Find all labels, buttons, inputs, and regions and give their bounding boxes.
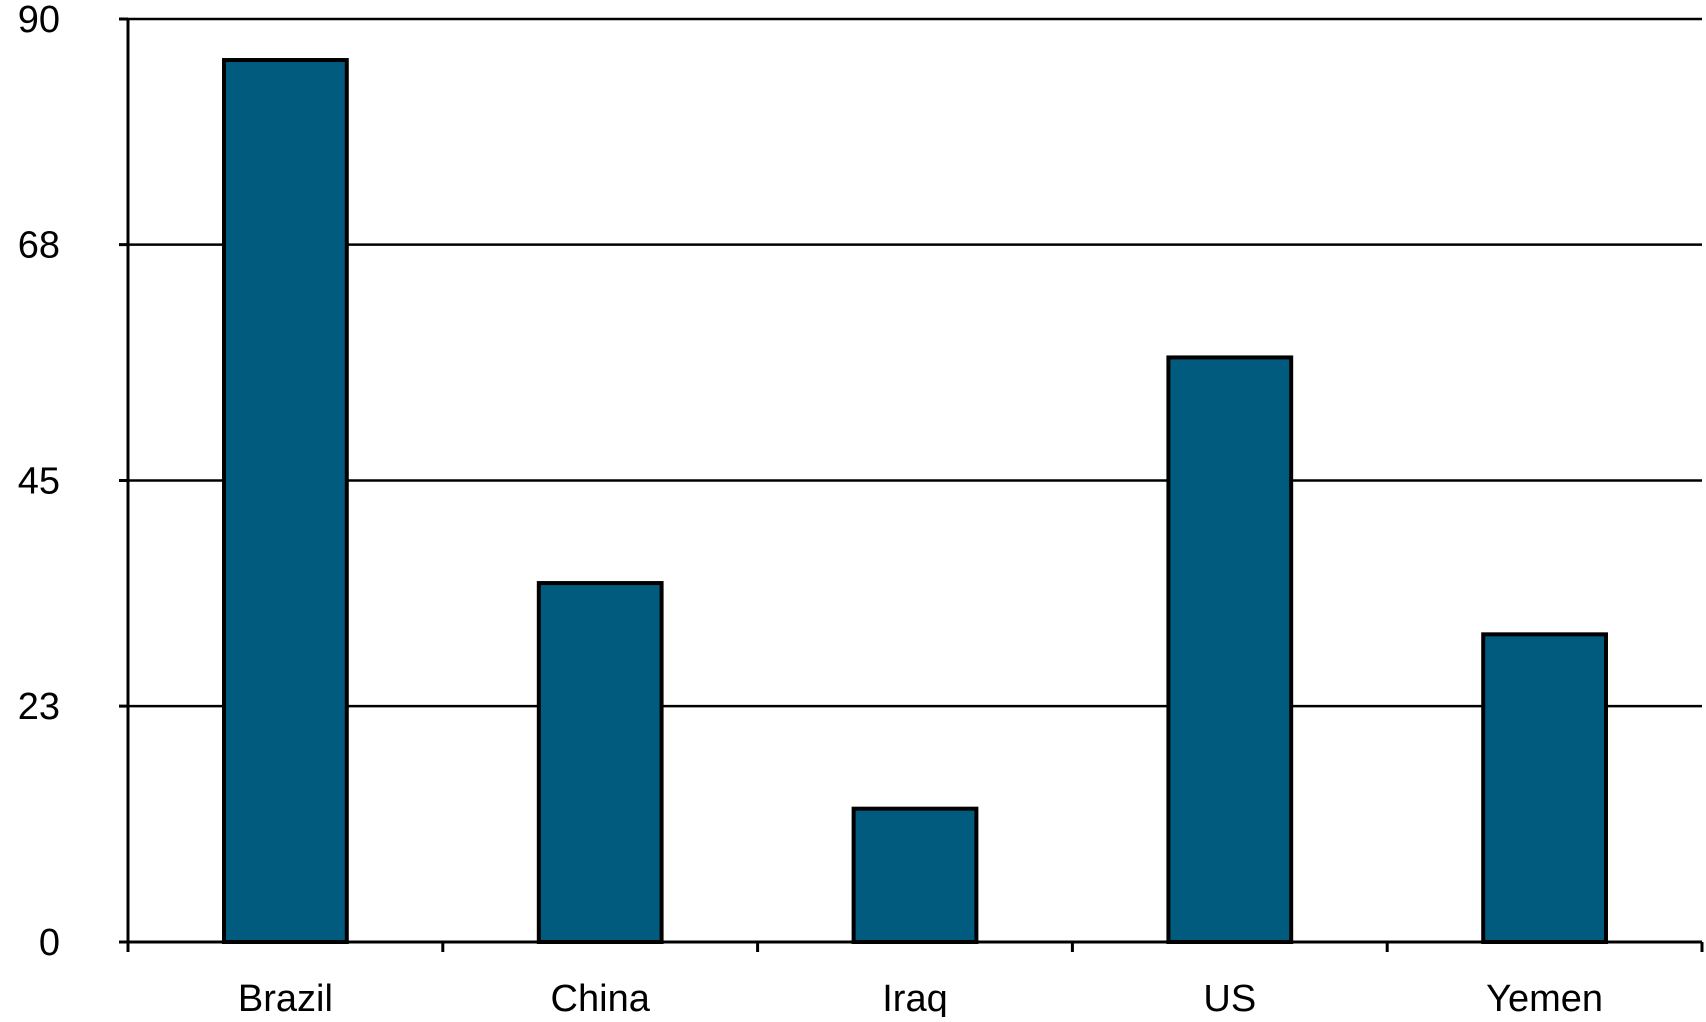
gridlines [128, 17, 1702, 708]
bar-yemen [1481, 632, 1608, 944]
y-tick-label: 0 [39, 922, 60, 964]
bar-brazil [222, 58, 349, 945]
y-tick-label: 68 [18, 225, 60, 267]
x-tick-label: US [1203, 978, 1256, 1017]
x-tick-label: Yemen [1486, 978, 1603, 1017]
y-tick-label: 90 [18, 0, 60, 41]
labels: 0 23 45 68 90 Brazil China Iraq US Yemen [18, 0, 1603, 1020]
axes [119, 17, 1704, 952]
x-tick-label: Brazil [238, 978, 333, 1017]
y-tick-label: 23 [18, 686, 60, 728]
bar-iraq [851, 806, 979, 945]
x-tick-label: Iraq [882, 978, 947, 1017]
bar-china [536, 581, 664, 944]
bars [222, 58, 1608, 945]
y-tick-label: 45 [18, 461, 60, 503]
bar-us [1166, 355, 1294, 944]
x-tick-label: China [551, 978, 651, 1017]
